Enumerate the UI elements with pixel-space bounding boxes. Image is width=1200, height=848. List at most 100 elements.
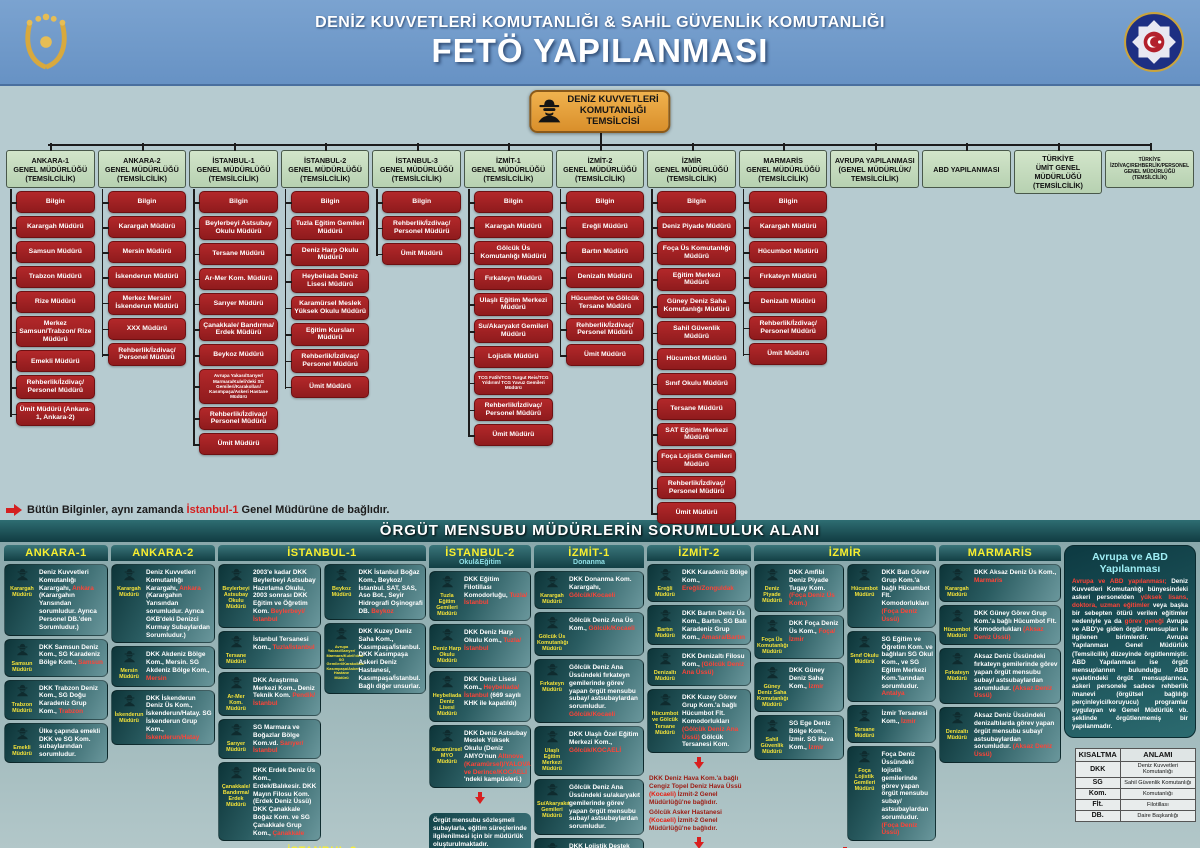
org-role-box[interactable]: Heybeliada Deniz Lisesi Müdürü <box>285 269 370 293</box>
responsibility-entry[interactable]: Denizaltı Müdürü Aksaz Deniz Üssündeki d… <box>939 707 1061 764</box>
org-role-box[interactable]: Bilgin <box>560 191 645 213</box>
org-role-box[interactable]: Gölcük Üs Komutanlığı Müdürü <box>469 241 553 265</box>
org-role-box[interactable]: Foça Lojistik Gemileri Müdürü <box>652 449 736 473</box>
org-role-box[interactable]: SAT Eğitim Merkezi Müdürü <box>652 422 736 447</box>
responsibility-entry[interactable]: Hücumbot Müdürü DKK Batı Görev Grup Kom.… <box>846 564 936 628</box>
org-role-box[interactable]: Fırkateyn Müdürü <box>743 266 828 288</box>
responsibility-entry[interactable]: Lojistik Destek Gemileri Müdürü DKK Loji… <box>534 837 644 848</box>
responsibility-entry[interactable]: Sahil Güvenlik Müdürü SG Ege Deniz Bölge… <box>754 715 844 760</box>
responsibility-entry[interactable]: Karargah Müdürü DKK Aksaz Deniz Üs Kom.,… <box>939 564 1061 603</box>
org-role-box[interactable]: Bilgin <box>377 191 462 213</box>
org-role-box[interactable]: Merkez Mersin/İskenderun Müdürü <box>102 291 187 315</box>
org-role-box[interactable]: İskenderun Müdürü <box>102 266 187 288</box>
org-role-box[interactable]: Bilgin <box>194 191 278 213</box>
org-role-box[interactable]: Ulaşlı Eğitim Merkezi Müdürü <box>469 292 553 317</box>
org-role-box[interactable]: Hücumbot Müdürü <box>743 241 828 263</box>
responsibility-entry[interactable]: Avrupa Yakası/Sarıyer/ Marmara/Kuleli'de… <box>323 622 426 695</box>
responsibility-entry[interactable]: Deniz Harp Okulu Müdürü DKK Deniz Harp O… <box>429 624 531 669</box>
responsibility-entry[interactable]: Beylerbeyi Astsubay Okulu Müdürü 2003'e … <box>218 564 321 628</box>
responsibility-entry[interactable]: Samsun Müdürü DKK Samsun Deniz Kom., SG … <box>4 638 108 677</box>
org-role-box[interactable]: Bilgin <box>743 191 828 213</box>
org-role-box[interactable]: Rehberlik/İzdivaç/ Personel Müdürü <box>469 397 553 422</box>
org-column-header[interactable]: İSTANBUL-2 GENEL MÜDÜRLÜĞÜ (TEMSİLCİLİK) <box>280 143 370 188</box>
org-role-box[interactable]: Beylerbeyi Astsubay Okulu Müdürü <box>194 216 278 240</box>
org-role-box[interactable]: Karargah Müdürü <box>743 216 828 238</box>
org-role-box[interactable]: Bilgin <box>11 191 95 213</box>
org-role-box[interactable]: Rehberlik/İzdivaç/ Personel Müdürü <box>285 349 370 373</box>
org-role-box[interactable]: Foça Üs Komutanlığı Müdürü <box>652 241 736 265</box>
responsibility-entry[interactable]: Hücumbot ve Gölcük Tersane Müdürü DKK Ku… <box>647 689 751 754</box>
responsibility-entry[interactable]: Sarıyer Müdürü SG Marmara ve Boğazlar Bö… <box>218 718 321 760</box>
responsibility-entry[interactable]: Mersin Müdürü DKK Akdeniz Bölge Kom., Me… <box>111 646 215 687</box>
org-role-box[interactable]: XXX Müdürü <box>102 317 187 340</box>
org-role-box[interactable]: Avrupa Yakası/Sarıyer/ Marmara/Kuleli'de… <box>194 369 278 404</box>
responsibility-entry[interactable]: Gölcük Üs Komutanlığı Müdürü Gölcük Deni… <box>534 612 644 657</box>
org-column-header[interactable]: ABD YAPILANMASI <box>922 143 1011 188</box>
org-role-box[interactable]: Sahil Güvenlik Müdürü <box>652 320 736 345</box>
org-role-box[interactable]: Rehberlik/İzdivaç/ Personel Müdürü <box>560 317 645 342</box>
org-role-box[interactable]: Bartın Müdürü <box>560 241 645 263</box>
org-role-box[interactable]: Bilgin <box>652 191 736 213</box>
org-role-box[interactable]: Samsun Müdürü <box>11 241 95 263</box>
org-column-header[interactable]: İZMİT-1 GENEL MÜDÜRLÜĞÜ (TEMSİLCİLİK) <box>464 143 553 188</box>
org-role-box[interactable]: Tuzla Eğitim Gemileri Müdürü <box>285 216 370 240</box>
responsibility-entry[interactable]: Karargah Müdürü DKK Donanma Kom. Kararga… <box>534 571 644 610</box>
org-role-box[interactable]: Deniz Harp Okulu Müdürü <box>285 242 370 267</box>
responsibility-entry[interactable]: Foça Üs Komutanlığı Müdürü DKK Foça Deni… <box>754 615 844 660</box>
org-role-box[interactable]: Rehberlik/İzdivaç/ Personel Müdürü <box>377 216 462 240</box>
org-role-box[interactable]: Denizaltı Müdürü <box>743 291 828 313</box>
responsibility-entry[interactable]: Çanakkale/ Bandırma/ Erdek Müdürü DKK Er… <box>218 762 321 842</box>
responsibility-entry[interactable]: Trabzon Müdürü DKK Trabzon Deniz Kom., S… <box>4 679 108 720</box>
org-role-box[interactable]: Hücumbot ve Gölcük Tersane Müdürü <box>560 291 645 315</box>
responsibility-entry[interactable]: Ulaşlı Eğitim Merkezi Müdürü DKK Ulaşlı … <box>534 725 644 777</box>
org-role-box[interactable]: TCG Fatih/TCG Turgut Reis/TCG Yıldırım/ … <box>469 370 553 395</box>
responsibility-entry[interactable]: Beykoz Müdürü DKK İstanbul Boğaz Kom., B… <box>323 564 426 620</box>
org-column-header[interactable]: AVRUPA YAPILANMASI (GENEL MÜDÜRLÜK/ TEMS… <box>830 143 920 188</box>
responsibility-entry[interactable]: Su/Akaryakıt Gemileri Müdürü Gölcük Deni… <box>534 779 644 835</box>
org-role-box[interactable]: Beykoz Müdürü <box>194 344 278 367</box>
org-role-box[interactable]: Rize Müdürü <box>11 291 95 313</box>
responsibility-entry[interactable]: Tuzla Eğitim Gemileri Müdürü DKK Eğitim … <box>429 571 531 622</box>
org-role-box[interactable]: Mersin Müdürü <box>102 241 187 263</box>
org-role-box[interactable]: Rehberlik/İzdivaç/ Personel Müdürü <box>102 342 187 367</box>
org-role-box[interactable]: Bilgin <box>285 191 370 213</box>
org-role-box[interactable]: Eğitim Merkezi Müdürü <box>652 267 736 292</box>
org-role-box[interactable]: Fırkateyn Müdürü <box>469 267 553 290</box>
org-role-box[interactable]: Deniz Piyade Müdürü <box>652 216 736 238</box>
org-role-box[interactable]: Sınıf Okulu Müdürü <box>652 372 736 395</box>
org-role-box[interactable]: Rehberlik/İzdivaç/ Personel Müdürü <box>194 406 278 431</box>
org-role-box[interactable]: Karargah Müdürü <box>102 216 187 238</box>
org-role-box[interactable]: Su/Akaryakıt Gemileri Müdürü <box>469 319 553 343</box>
org-role-box[interactable]: Bilgin <box>102 191 187 213</box>
org-role-box[interactable]: Bilgin <box>469 191 553 213</box>
responsibility-entry[interactable]: İskenderun Müdürü DKK İskenderun Deniz Ü… <box>111 689 215 746</box>
responsibility-entry[interactable]: Karamürsel MYO Müdürü DKK Deniz Astsubay… <box>429 724 531 789</box>
org-role-box[interactable]: Rehberlik/İzdivaç/ Personel Müdürü <box>652 475 736 500</box>
org-role-box[interactable]: Ümit Müdürü <box>652 502 736 525</box>
org-role-box[interactable]: Ümit Müdürü <box>194 433 278 456</box>
org-role-box[interactable]: Tersane Müdürü <box>652 397 736 420</box>
org-column-header[interactable]: İZMİT-2 GENEL MÜDÜRLÜĞÜ (TEMSİLCİLİK) <box>555 143 645 188</box>
org-role-box[interactable]: Ümit Müdürü <box>743 342 828 365</box>
org-role-box[interactable]: Sarıyer Müdürü <box>194 292 278 315</box>
responsibility-entry[interactable]: Bartın Müdürü DKK Bartın Deniz Üs Kom., … <box>647 605 751 646</box>
org-role-box[interactable]: Hücumbot Müdürü <box>652 347 736 370</box>
org-role-box[interactable]: Rehberlik/İzdivaç/ Personel Müdürü <box>743 316 828 340</box>
org-role-box[interactable]: Emekli Müdürü <box>11 350 95 373</box>
org-role-box[interactable]: Rehberlik/İzdivaç/ Personel Müdürü <box>11 375 95 400</box>
org-role-box[interactable]: Güney Deniz Saha Komutanlığı Müdürü <box>652 294 736 318</box>
org-column-header[interactable]: ANKARA-1 GENEL MÜDÜRLÜĞÜ (TEMSİLCİLİK) <box>6 143 95 188</box>
responsibility-entry[interactable]: Deniz Piyade Müdürü DKK Amfibi Deniz Piy… <box>754 564 844 613</box>
org-role-box[interactable]: Karargah Müdürü <box>11 216 95 238</box>
responsibility-entry[interactable]: Tersane Müdürü İstanbul Tersanesi Kom., … <box>218 630 321 669</box>
org-role-box[interactable]: Ereğli Müdürü <box>560 216 645 238</box>
responsibility-entry[interactable]: Karargah Müdürü Deniz Kuvvetleri Komutan… <box>4 564 108 636</box>
org-role-box[interactable]: Ar-Mer Kom. Müdürü <box>194 267 278 290</box>
org-column-header[interactable]: MARMARİS GENEL MÜDÜRLÜĞÜ (TEMSİLCİLİK) <box>738 143 828 188</box>
responsibility-entry[interactable]: Fırkateyn Müdürü Gölcük Deniz Ana Üssünd… <box>534 659 644 723</box>
org-role-box[interactable]: Karargah Müdürü <box>469 216 553 238</box>
org-role-box[interactable]: Ümit Müdürü <box>560 344 645 367</box>
org-role-box[interactable]: Ümit Müdürü <box>285 375 370 398</box>
org-column-header[interactable]: TÜRKİYE İZDİVAÇ/REHBERLİK/PERSONEL GENEL… <box>1105 143 1194 188</box>
org-role-box[interactable]: Trabzon Müdürü <box>11 266 95 288</box>
